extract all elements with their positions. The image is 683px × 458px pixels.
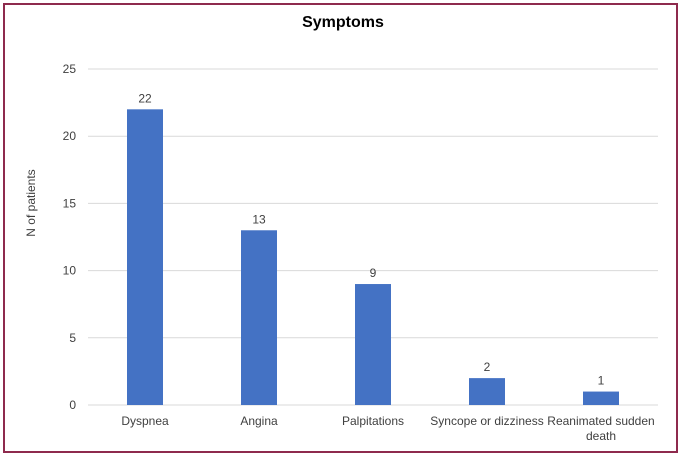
x-category-label: Angina <box>240 414 278 428</box>
x-category-label: Reanimated sudden <box>547 414 654 428</box>
x-category-label: Palpitations <box>342 414 404 428</box>
chart-frame <box>3 3 678 453</box>
x-axis-categories: Dyspnea Angina Palpitations Syncope or dizz… <box>121 414 654 443</box>
x-category-label: death <box>586 429 616 443</box>
data-label: 22 <box>138 91 152 105</box>
data-label: 1 <box>598 374 605 388</box>
y-tick-label: 15 <box>63 196 77 210</box>
chart-title: Symptoms <box>302 14 384 31</box>
y-tick-label: 0 <box>69 398 76 412</box>
y-tick-label: 10 <box>63 264 77 278</box>
data-labels: 22 13 9 2 1 <box>138 91 604 387</box>
bar-1 <box>241 230 277 405</box>
data-label: 2 <box>484 360 491 374</box>
x-category-label: Dyspnea <box>121 414 169 428</box>
data-label: 9 <box>370 266 377 280</box>
y-axis-label: N of patients <box>24 169 38 236</box>
y-tick-label: 5 <box>69 331 76 345</box>
bar-3 <box>469 378 505 405</box>
y-axis-ticks: 0 5 10 15 20 25 <box>63 62 77 412</box>
bar-0 <box>127 109 163 405</box>
data-label: 13 <box>252 212 266 226</box>
gridlines <box>88 68 658 406</box>
bar-4 <box>583 391 619 405</box>
bar-2 <box>355 284 391 405</box>
x-category-label: Syncope or dizziness <box>430 414 543 428</box>
y-tick-label: 20 <box>63 129 77 143</box>
y-tick-label: 25 <box>63 62 77 76</box>
bars <box>127 109 619 405</box>
